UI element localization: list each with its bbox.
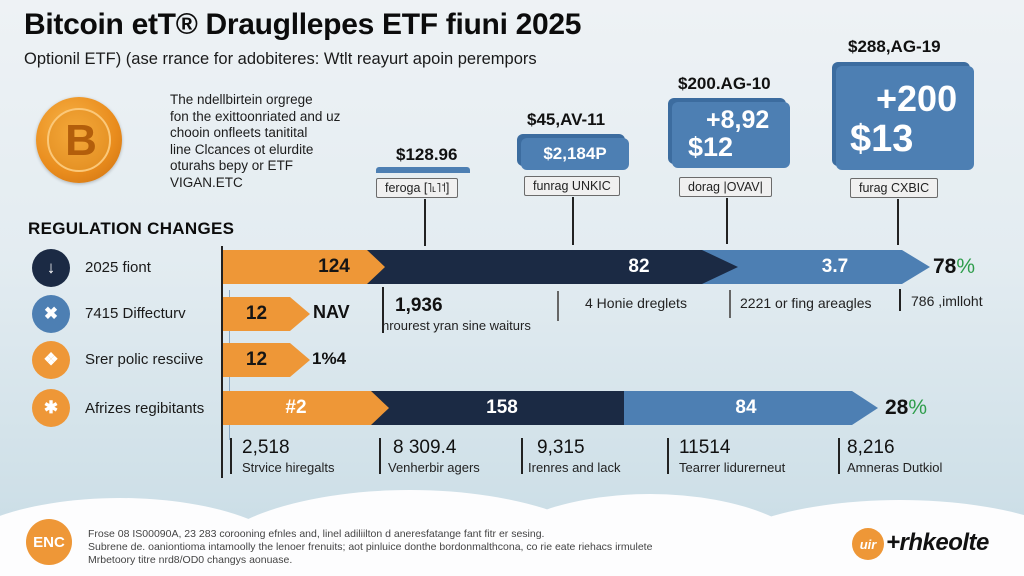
stat-divider	[521, 438, 523, 474]
bar-segment: 84	[600, 391, 878, 425]
stat-label: Tearrer lidurerneut	[679, 460, 786, 475]
bar-segment: 158	[360, 391, 624, 425]
microphone-icon: ↓	[32, 249, 70, 287]
end-number: 78	[933, 255, 957, 278]
intro-line: chooin onfleets tanitital	[170, 125, 308, 140]
row-end-value: 78%	[933, 255, 975, 279]
stat-divider	[230, 438, 232, 474]
page-subtitle: Optionil ETF) (ase rrance for adobiteres…	[24, 50, 537, 68]
callout-box-value: $12	[688, 132, 734, 162]
stat-value: 2,518	[242, 437, 290, 458]
callout-stem	[572, 197, 574, 245]
stat-value: 9,315	[537, 437, 585, 458]
chart-axis	[221, 246, 223, 478]
row-end-value: 1%4	[312, 349, 347, 368]
stat-label: 2221 or fing areagles	[740, 295, 872, 311]
bar-segment-value: 158	[486, 397, 518, 418]
footer-line: Frose 08 IS00090A, 23 283 corooning efnl…	[88, 528, 545, 540]
callout-price: $128.96	[396, 145, 458, 164]
bitcoin-glyph: B	[65, 116, 97, 165]
stat-divider	[729, 290, 731, 318]
callout-price: $200.AG-10	[678, 74, 771, 93]
bar-segment-value: 82	[628, 256, 650, 277]
registrants-icon: ✱	[32, 389, 70, 427]
row-label: Afrizes regibitants	[85, 400, 205, 417]
stat-divider	[557, 291, 559, 321]
people-icon: ✖	[32, 295, 70, 333]
row-label: 2025 fiont	[85, 259, 151, 276]
bar-segment: 12	[223, 297, 310, 331]
bar-segment: 124	[223, 250, 385, 284]
callout-stem	[726, 198, 728, 244]
callout-tag[interactable]: furag CXBIC	[850, 178, 939, 198]
coin-inner-ring: B	[47, 108, 111, 172]
bar-segment: 12	[223, 343, 310, 377]
callout-stem	[897, 199, 899, 245]
stat-value: 1,936	[395, 295, 443, 316]
stat-divider	[667, 438, 669, 474]
end-number: 28	[885, 396, 909, 419]
callout-box: $2,184P	[521, 138, 629, 170]
callout-box-value: $13	[850, 118, 914, 160]
callout-box-value: $2,184P	[543, 144, 607, 163]
callout-box-change: +8,92	[706, 106, 770, 134]
bar-segment: 82	[340, 250, 738, 284]
stat-value: 11514	[679, 437, 731, 458]
stat-divider	[899, 289, 901, 311]
row-label: 7415 Diffecturv	[85, 305, 186, 322]
intro-line: The ndellbirtein orgrege	[170, 92, 313, 107]
stat-divider	[379, 438, 381, 474]
intro-text: The ndellbirtein orgrege fon the exittoo…	[170, 92, 360, 191]
brand-badge[interactable]: uir	[852, 528, 884, 560]
bar-segment-value: 12	[245, 349, 268, 370]
section-title: REGULATION CHANGES	[28, 219, 235, 238]
stat-value: 8 309.4	[393, 437, 457, 458]
footer-line: Subrene de. oaniontioma intamoolly the l…	[88, 541, 653, 553]
footer-logo: ENC	[26, 519, 72, 565]
intro-line: VIGAN.ETC	[170, 174, 243, 190]
row-end-value: NAV	[313, 302, 350, 322]
callout-price: $45,AV-11	[527, 110, 606, 129]
callout-tag[interactable]: feroga [˥˪˥˦]	[376, 178, 459, 198]
stat-label: Strvice hiregalts	[242, 460, 335, 475]
intro-line: fon the exittoonriated and uz	[170, 108, 341, 124]
stat-value: 8,216	[847, 437, 895, 458]
bar-segment-value: 12	[245, 303, 268, 324]
policy-icon: ❖	[32, 341, 70, 379]
stat-label: 786 ,imlloht	[911, 293, 983, 309]
stat-label: 4 Honie dreglets	[585, 295, 687, 311]
bitcoin-coin-icon: B	[36, 97, 122, 183]
footer-line: Mrbetoory titre nrd8/OD0 changys aonuase…	[88, 554, 293, 566]
callout-bar	[376, 167, 470, 173]
stat-label: hrourest yran sine waiturs	[382, 318, 531, 333]
brand-name[interactable]: +rhkeolte	[886, 529, 989, 556]
callout-tag[interactable]: dorag |OVAV|	[679, 177, 772, 197]
callout-box: +8,92 $12	[672, 102, 790, 168]
bar-segment: #2	[223, 391, 389, 425]
callout-box: +200 $13	[836, 66, 974, 170]
bar-segment: 3.7	[700, 250, 930, 284]
row-end-value: 28%	[885, 396, 927, 420]
bar-segment-value: #2	[285, 397, 307, 418]
intro-line: line Clcances ot elurdite	[170, 141, 314, 157]
callout-box-change: +200	[876, 78, 958, 119]
percent-sign: %	[956, 255, 976, 278]
percent-sign: %	[908, 396, 928, 419]
stat-label: Venherbir agers	[388, 460, 480, 475]
footer-text: Frose 08 IS00090A, 23 283 corooning efnl…	[88, 528, 708, 567]
page-title: Bitcoin etT® Draugllepes ETF fiuni 2025	[24, 8, 582, 41]
callout-price: $288,AG-19	[848, 37, 941, 56]
bar-segment-value: 3.7	[821, 256, 849, 277]
intro-line: oturahs bepy or ETF	[170, 158, 294, 173]
row-label: Srer polic resciive	[85, 351, 204, 368]
bar-segment-value: 124	[318, 256, 350, 277]
stat-divider	[382, 287, 384, 333]
callout-tag[interactable]: funrag UNKIC	[524, 176, 620, 196]
callout-stem	[424, 199, 426, 246]
bar-segment-value: 84	[735, 397, 757, 418]
stat-label: Irenres and lack	[528, 460, 621, 475]
stat-label: Amneras Dutkiol	[847, 460, 943, 475]
stat-divider	[838, 438, 840, 474]
